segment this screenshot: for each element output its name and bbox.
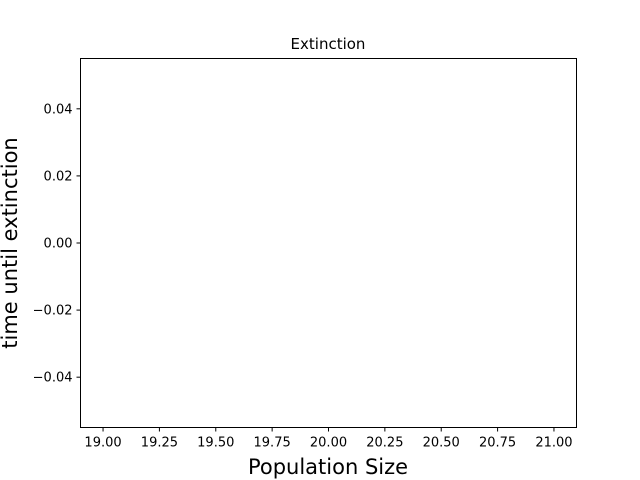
x-tick-label: 21.00 xyxy=(535,436,572,451)
x-tick-label: 19.50 xyxy=(197,436,234,451)
y-tick-label: 0.04 xyxy=(44,102,73,117)
y-tick-label: −0.04 xyxy=(33,371,73,386)
x-axis-label: Population Size xyxy=(248,455,408,479)
x-tick-label: 19.75 xyxy=(254,436,291,451)
x-tick-label: 19.00 xyxy=(84,436,121,451)
x-tick-label: 20.75 xyxy=(479,436,516,451)
y-axis-ticks: −0.04 −0.02 0.00 0.02 0.04 xyxy=(33,102,81,386)
y-tick-label: −0.02 xyxy=(33,304,73,319)
chart-title: Extinction xyxy=(291,35,366,53)
y-axis-label: time until extinction xyxy=(0,137,22,348)
y-tick-label: 0.00 xyxy=(44,237,73,252)
y-tick-label: 0.02 xyxy=(44,169,73,184)
x-axis-ticks: 19.00 19.25 19.50 19.75 20.00 20.25 20.50 20.75… xyxy=(84,427,573,451)
plot-area-frame xyxy=(80,58,577,428)
x-tick-label: 20.00 xyxy=(310,436,347,451)
x-tick-label: 20.50 xyxy=(423,436,460,451)
x-tick-label: 20.25 xyxy=(366,436,403,451)
x-tick-label: 19.25 xyxy=(141,436,178,451)
